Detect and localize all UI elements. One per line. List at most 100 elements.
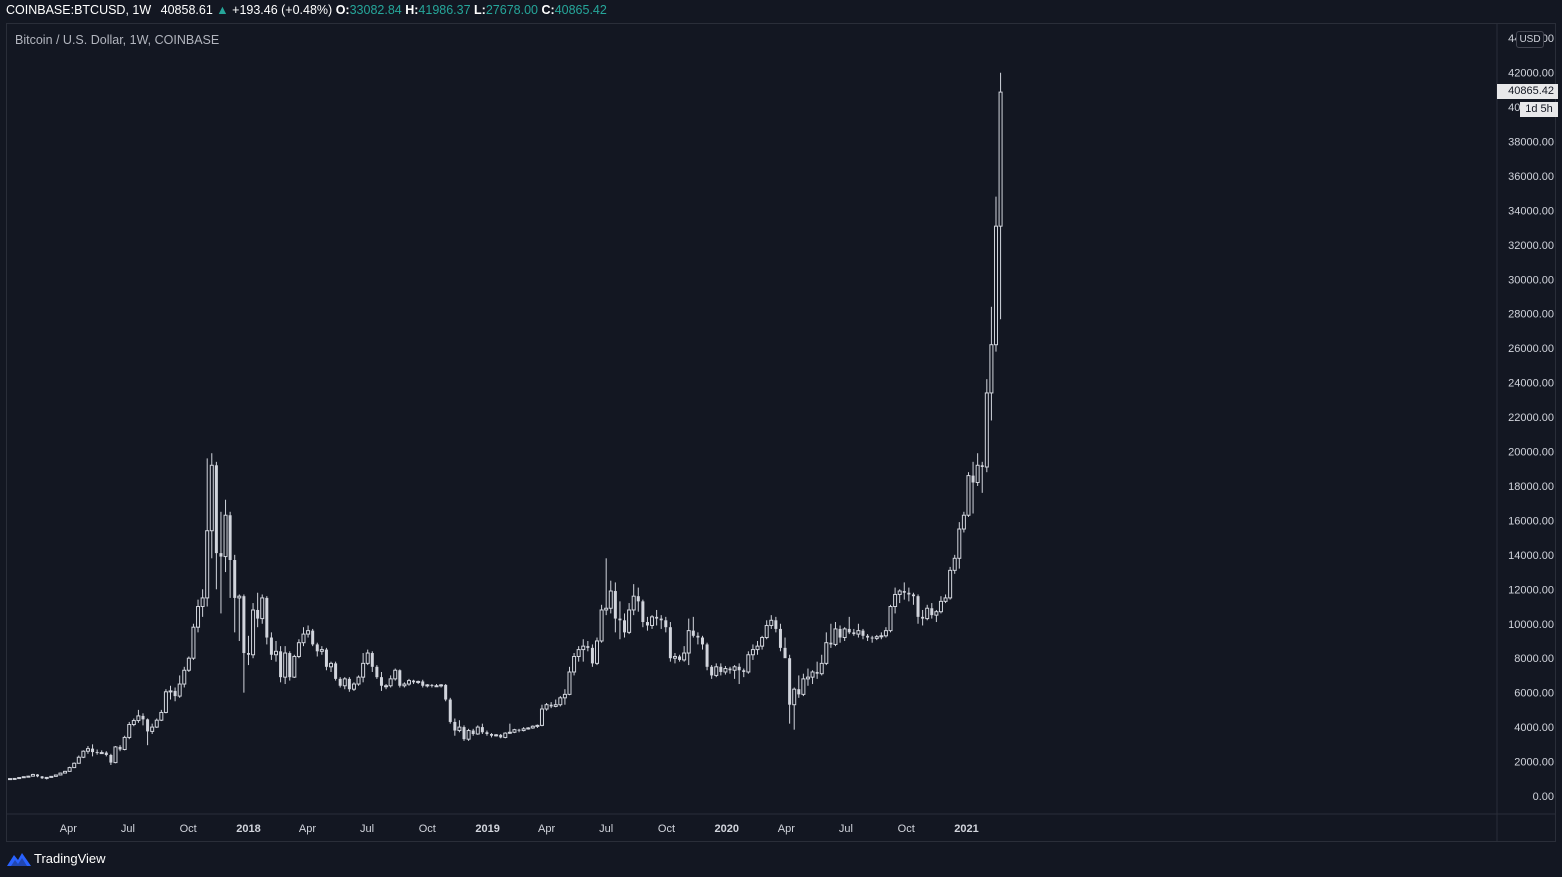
price-tick-label: 20000.00 [1508, 447, 1554, 459]
candle-body-up [406, 680, 411, 685]
candle-body-up [856, 630, 861, 635]
candle-body-up [439, 684, 444, 687]
candle-body-down [664, 620, 668, 628]
candle-body-down [710, 666, 714, 676]
candle-body-up [952, 557, 957, 571]
candle-body-up [67, 767, 72, 772]
interval[interactable]: 1W [132, 3, 152, 17]
candle-body-up [874, 636, 879, 639]
price-tick-label: 18000.00 [1508, 481, 1554, 493]
candle-body-up [544, 704, 549, 710]
candle-body-up [163, 691, 168, 713]
candle-body-up [177, 683, 182, 697]
candle-body-up [526, 727, 531, 730]
tradingview-brand[interactable]: TradingView [34, 851, 106, 866]
candle-body-down [379, 677, 383, 686]
candle-body-up [356, 676, 361, 685]
candle-body-up [122, 736, 127, 750]
candle-body-down [847, 628, 851, 633]
candle-body-down [911, 594, 915, 597]
candle-body-up [329, 662, 334, 668]
open-value: 33082.84 [349, 3, 402, 17]
candle-body-down [742, 670, 746, 672]
candle-body-down [636, 596, 640, 602]
candle-body-up [650, 616, 655, 626]
candle-body-down [246, 653, 250, 655]
candle-body-down [279, 651, 283, 678]
price-tick-label: 30000.00 [1508, 274, 1554, 286]
candle-body-down [412, 680, 416, 683]
tradingview-logo-icon[interactable] [7, 852, 31, 866]
candle-body-down [462, 727, 466, 740]
candle-body-up [402, 683, 407, 687]
candle-body-up [365, 652, 370, 664]
candle-body-up [599, 609, 604, 642]
symbol-name[interactable]: COINBASE:BTCUSD [6, 3, 126, 17]
candle-body-up [723, 668, 728, 673]
candle-body-up [993, 225, 998, 346]
candle-body-down [870, 637, 874, 639]
candle-body-up [154, 719, 159, 728]
time-tick-label: Jul [121, 823, 135, 835]
candle-body-down [370, 653, 374, 667]
candle-body-up [319, 649, 324, 652]
candle-body-down [146, 719, 150, 732]
candle-body-down [866, 635, 870, 638]
candle-body-up [558, 697, 563, 706]
candle-body-down [173, 690, 177, 697]
candle-body-down [971, 475, 975, 483]
symbol-header: COINBASE:BTCUSD, 1W 40858.61 ▲ +193.46 (… [0, 0, 1562, 20]
candle-body-up [989, 344, 994, 394]
candle-body-up [925, 607, 930, 620]
candle-body-up [81, 750, 86, 758]
candle-body-up [572, 655, 577, 673]
candle-body-up [750, 649, 755, 656]
candle-body-down [815, 671, 819, 674]
candle-body-down [728, 668, 732, 671]
candle-body-down [737, 666, 741, 671]
candle-body-up [755, 645, 760, 651]
candle-body-up [627, 609, 632, 633]
candle-body-down [623, 620, 627, 633]
candle-body-down [228, 515, 232, 561]
candle-body-up [824, 642, 829, 664]
candle-body-up [113, 746, 118, 764]
candle-body-down [613, 591, 617, 619]
candle-body-up [535, 724, 540, 727]
candle-body-up [237, 595, 242, 599]
candle-body-up [507, 731, 512, 734]
candle-body-down [480, 727, 484, 733]
candle-body-down [141, 715, 145, 720]
candle-body-down [118, 746, 122, 750]
candle-body-up [186, 657, 191, 671]
candle-body-up [760, 637, 765, 647]
candle-body-down [398, 670, 402, 686]
time-tick-label: 2021 [954, 823, 978, 835]
candle-body-up [805, 676, 810, 680]
candle-body-up [998, 91, 1003, 227]
time-tick-label: Apr [299, 823, 316, 835]
time-tick-label: 2020 [714, 823, 738, 835]
time-tick-label: 2018 [236, 823, 260, 835]
close-label: C: [541, 3, 555, 17]
candle-body-up [85, 748, 90, 752]
chart-canvas[interactable]: 0.00 2000.00 4000.00 6000.00 8000.00 10000.00… [0, 0, 1562, 845]
time-tick-label: Apr [538, 823, 555, 835]
candle-body-down [288, 653, 292, 678]
candle-body-down [705, 644, 709, 667]
candle-body-down [691, 630, 695, 636]
candle-body-up [934, 611, 939, 616]
candle-body-up [897, 590, 902, 595]
candle-body-down [783, 647, 787, 659]
candle-body-down [797, 689, 801, 695]
currency-button[interactable]: USD [1516, 31, 1544, 48]
candle-body-down [233, 560, 237, 598]
legend-title[interactable]: Bitcoin / U.S. Dollar, 1W, COINBASE [15, 33, 220, 47]
candle-body-up [251, 609, 256, 656]
candle-body-up [196, 606, 201, 628]
candle-body-down [655, 616, 659, 619]
chart-area[interactable] [6, 23, 1556, 842]
price-tick-label: 22000.00 [1508, 412, 1554, 424]
candle-body-up [530, 725, 535, 729]
candle-body-down [214, 465, 218, 554]
